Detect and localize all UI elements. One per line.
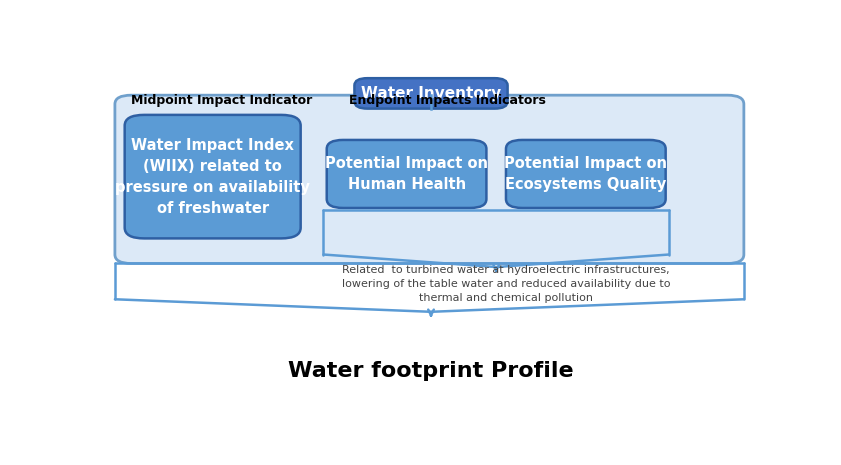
FancyBboxPatch shape [124,115,301,239]
FancyBboxPatch shape [326,140,486,208]
Text: Water Impact Index
(WIIX) related to
pressure on availability
of freshwater: Water Impact Index (WIIX) related to pre… [115,138,310,216]
FancyBboxPatch shape [115,95,743,264]
Text: Midpoint Impact Indicator: Midpoint Impact Indicator [131,94,313,107]
Text: Related  to turbined water at hydroelectric infrastructures,
lowering of the tab: Related to turbined water at hydroelectr… [341,265,670,303]
Text: Water footprint Profile: Water footprint Profile [288,361,574,381]
Text: Water Inventory: Water Inventory [361,86,501,101]
Text: Potential Impact on
Human Health: Potential Impact on Human Health [325,156,488,192]
Text: Potential Impact on
Ecosystems Quality: Potential Impact on Ecosystems Quality [505,156,667,192]
Text: Endpoint Impacts Indicators: Endpoint Impacts Indicators [349,94,546,107]
FancyBboxPatch shape [354,78,508,109]
FancyBboxPatch shape [506,140,665,208]
